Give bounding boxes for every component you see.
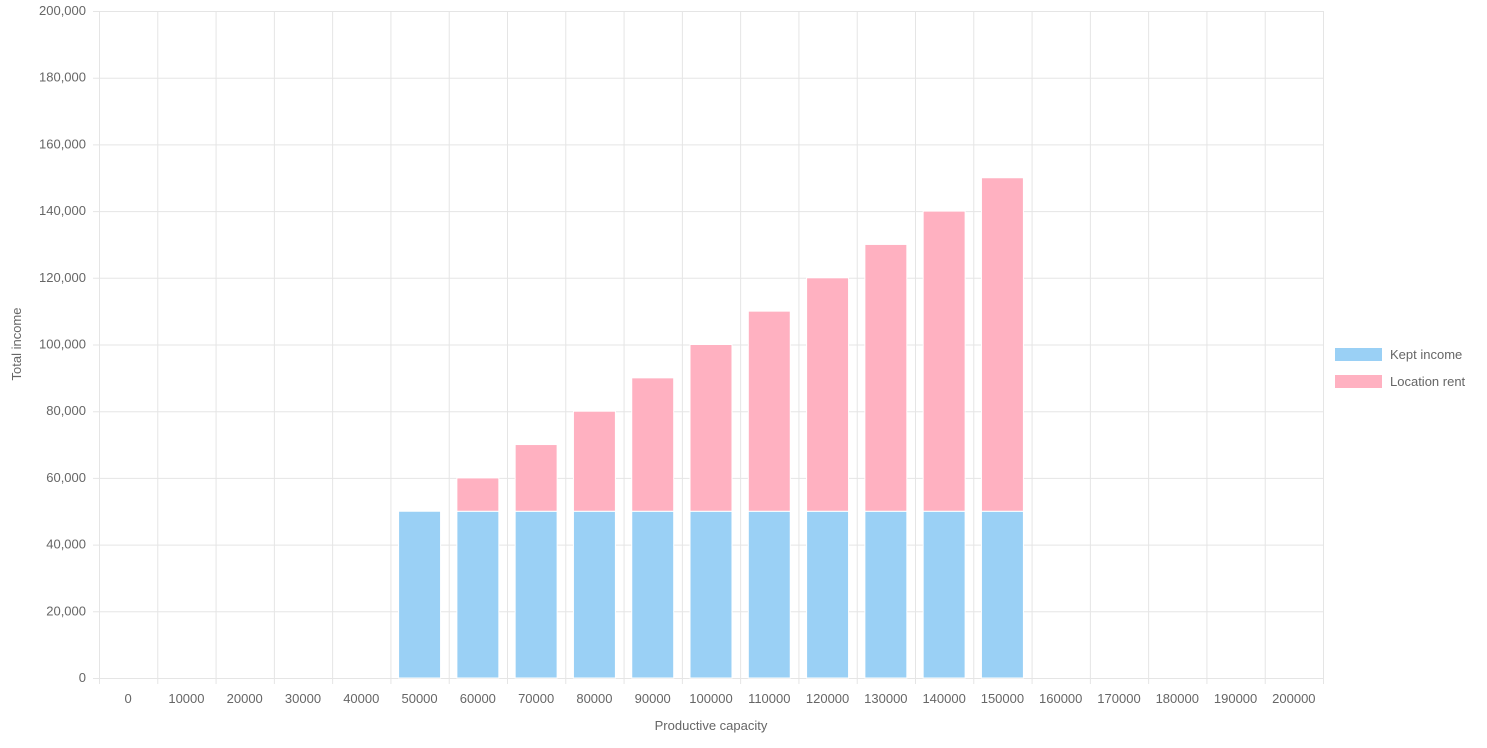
bar-location-rent <box>689 344 733 512</box>
x-tick-label: 50000 <box>401 691 437 706</box>
chart-legend: Kept income Location rent <box>1335 347 1466 389</box>
x-tick-label: 0 <box>125 691 132 706</box>
legend-label: Location rent <box>1390 374 1466 389</box>
x-tick-label: 160000 <box>1039 691 1082 706</box>
chart-grid <box>93 11 1324 684</box>
y-tick-label: 160,000 <box>39 136 86 151</box>
bar-kept-income <box>980 510 1024 679</box>
bar-location-rent <box>631 377 675 512</box>
x-axis-title: Productive capacity <box>655 718 768 733</box>
bar-location-rent <box>864 243 908 512</box>
x-tick-label: 30000 <box>285 691 321 706</box>
x-tick-label: 200000 <box>1272 691 1315 706</box>
y-tick-label: 0 <box>79 670 86 685</box>
bar-kept-income <box>864 510 908 679</box>
y-tick-label: 20,000 <box>46 603 86 618</box>
y-tick-label: 100,000 <box>39 337 86 352</box>
bar-location-rent <box>806 277 850 512</box>
x-tick-label: 40000 <box>343 691 379 706</box>
y-tick-label: 120,000 <box>39 270 86 285</box>
bar-kept-income <box>456 510 500 679</box>
bar-kept-income <box>398 510 442 679</box>
y-tick-label: 140,000 <box>39 203 86 218</box>
bar-kept-income <box>922 510 966 679</box>
bar-location-rent <box>514 444 558 512</box>
x-tick-label: 140000 <box>922 691 965 706</box>
x-tick-label: 80000 <box>576 691 612 706</box>
x-tick-label: 10000 <box>168 691 204 706</box>
x-tick-label: 190000 <box>1214 691 1257 706</box>
y-tick-label: 80,000 <box>46 403 86 418</box>
x-tick-label: 170000 <box>1097 691 1140 706</box>
bar-kept-income <box>514 510 558 679</box>
bar-location-rent <box>747 310 791 512</box>
x-tick-label: 130000 <box>864 691 907 706</box>
bar-kept-income <box>747 510 791 679</box>
y-tick-label: 200,000 <box>39 3 86 18</box>
x-tick-label: 180000 <box>1156 691 1199 706</box>
bar-kept-income <box>806 510 850 679</box>
bar-kept-income <box>572 510 616 679</box>
legend-label: Kept income <box>1390 347 1462 362</box>
x-tick-label: 20000 <box>227 691 263 706</box>
x-tick-label: 120000 <box>806 691 849 706</box>
y-tick-label: 180,000 <box>39 70 86 85</box>
x-tick-label: 110000 <box>748 691 790 706</box>
bar-location-rent <box>922 210 966 512</box>
x-tick-label: 100000 <box>689 691 732 706</box>
bar-location-rent <box>572 410 616 512</box>
x-tick-label: 150000 <box>981 691 1024 706</box>
y-axis-ticks: 0 20,000 40,000 60,000 80,000 100,000 120,000 1… <box>39 3 86 685</box>
x-tick-label: 90000 <box>635 691 671 706</box>
chart-bars <box>398 177 1024 679</box>
y-tick-label: 60,000 <box>46 470 86 485</box>
x-tick-label: 70000 <box>518 691 554 706</box>
bar-location-rent <box>980 177 1024 512</box>
bar-kept-income <box>631 510 675 679</box>
bar-location-rent <box>456 477 500 512</box>
legend-swatch <box>1335 375 1382 388</box>
legend-swatch <box>1335 348 1382 361</box>
x-tick-label: 60000 <box>460 691 496 706</box>
x-axis-ticks: 0 10000 20000 30000 40000 50000 60000 70000 8000… <box>125 691 1316 706</box>
y-tick-label: 40,000 <box>46 537 86 552</box>
bar-kept-income <box>689 510 733 679</box>
y-axis-title: Total income <box>9 308 24 381</box>
